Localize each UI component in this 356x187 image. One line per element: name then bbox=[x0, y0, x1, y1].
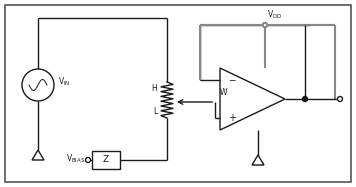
Text: W: W bbox=[220, 88, 227, 97]
Text: H: H bbox=[151, 84, 157, 93]
Text: V$_{\mathsf{IN}}$: V$_{\mathsf{IN}}$ bbox=[58, 76, 70, 88]
Text: L: L bbox=[153, 107, 157, 116]
Circle shape bbox=[263, 23, 267, 27]
Text: −: − bbox=[228, 75, 236, 84]
Circle shape bbox=[303, 96, 308, 102]
Text: +: + bbox=[228, 113, 236, 123]
Circle shape bbox=[337, 96, 342, 102]
Text: Z: Z bbox=[103, 156, 109, 165]
Text: V$_{\mathsf{BIAS}}$: V$_{\mathsf{BIAS}}$ bbox=[66, 153, 85, 165]
Text: V$_{\mathsf{DD}}$: V$_{\mathsf{DD}}$ bbox=[267, 8, 282, 21]
Bar bbox=[92, 151, 120, 169]
Circle shape bbox=[85, 157, 90, 163]
